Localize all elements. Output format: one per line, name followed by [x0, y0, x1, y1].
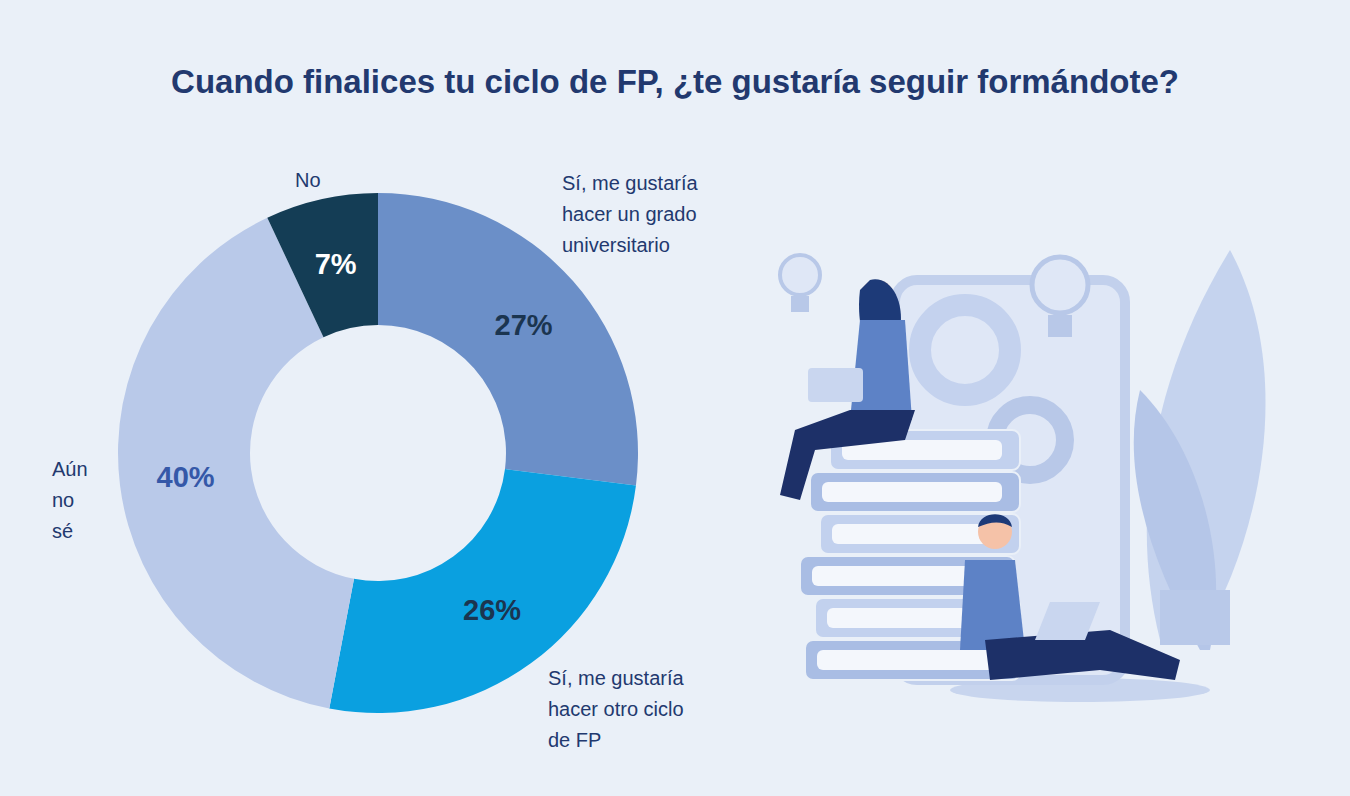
bulb-base	[791, 296, 809, 312]
book-pages	[832, 524, 1002, 544]
category-label-line: No	[295, 169, 321, 191]
category-label-line: de FP	[548, 729, 601, 751]
book	[820, 514, 1020, 554]
donut: 27% 26% 40% 7%	[118, 193, 638, 713]
category-label-line: sé	[52, 520, 73, 542]
person-legs	[780, 410, 915, 500]
person-head	[978, 515, 1012, 549]
category-label: No	[295, 169, 321, 191]
category-label-line: universitario	[562, 234, 670, 256]
chart-svg: Cuando finalices tu ciclo de FP, ¿te gus…	[0, 0, 1350, 796]
category-label-line: Sí, me gustaría	[562, 172, 698, 194]
category-label-line: Aún	[52, 458, 88, 480]
book	[810, 472, 1020, 512]
plant-pot	[1160, 590, 1230, 645]
bulb-base	[1048, 315, 1072, 337]
book-pages	[822, 482, 1002, 502]
person-body	[960, 560, 1025, 650]
data-label: 40%	[157, 461, 215, 493]
bulb	[780, 255, 820, 295]
laptop	[1035, 602, 1100, 640]
data-label: 7%	[315, 248, 357, 280]
chart-container: Cuando finalices tu ciclo de FP, ¿te gus…	[0, 0, 1350, 796]
illustration	[780, 250, 1266, 702]
category-label: Sí, me gustaría hacer un grado universitar…	[562, 172, 698, 256]
background	[0, 0, 1350, 796]
bulb	[1032, 257, 1088, 313]
gear	[920, 305, 1010, 395]
category-label-line: hacer otro ciclo	[548, 698, 684, 720]
category-label-line: no	[52, 489, 74, 511]
slice	[267, 193, 378, 337]
category-label: Aún no sé	[52, 458, 88, 542]
data-label: 27%	[494, 309, 552, 341]
category-label-line: Sí, me gustaría	[548, 667, 684, 689]
title: Cuando finalices tu ciclo de FP, ¿te gus…	[171, 63, 1179, 100]
category-label: Sí, me gustaría hacer otro ciclo de FP	[548, 667, 684, 751]
person-hair	[978, 514, 1012, 527]
category-label-line: hacer un grado	[562, 203, 697, 225]
data-label: 26%	[463, 594, 521, 626]
book-pages	[817, 650, 1002, 670]
laptop	[808, 368, 863, 402]
